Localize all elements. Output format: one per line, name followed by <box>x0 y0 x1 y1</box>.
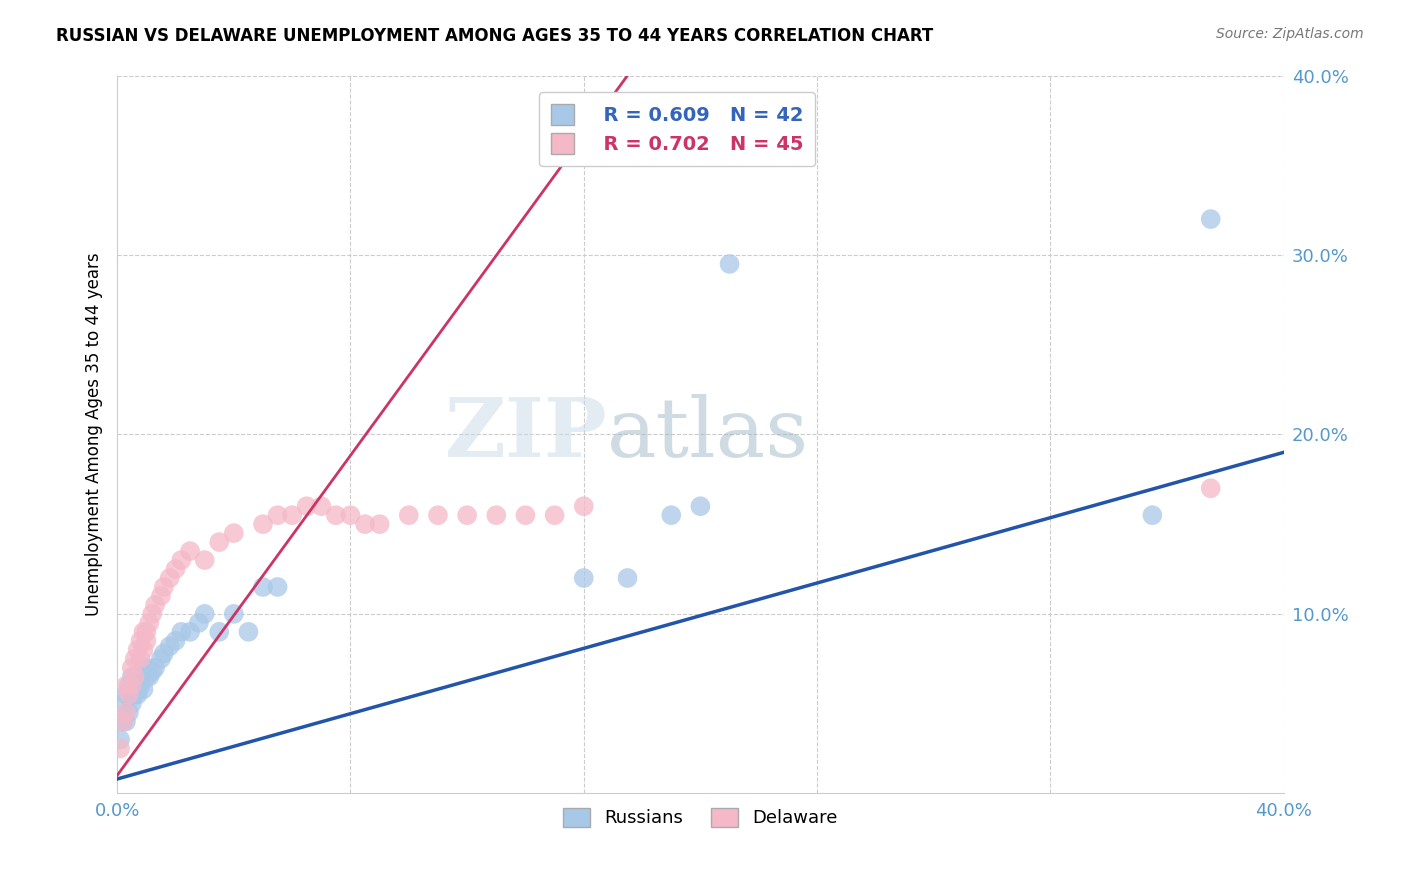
Point <box>159 571 181 585</box>
Point <box>138 615 160 630</box>
Point <box>252 517 274 532</box>
Point <box>194 607 217 621</box>
Point <box>222 526 245 541</box>
Point <box>179 624 201 639</box>
Point <box>135 633 157 648</box>
Point <box>354 517 377 532</box>
Point <box>616 571 638 585</box>
Point <box>115 714 138 729</box>
Point <box>143 598 166 612</box>
Point <box>129 679 152 693</box>
Point <box>132 642 155 657</box>
Point <box>311 500 333 514</box>
Point <box>252 580 274 594</box>
Point <box>124 670 146 684</box>
Point <box>121 697 143 711</box>
Point <box>398 508 420 523</box>
Point <box>194 553 217 567</box>
Point <box>170 624 193 639</box>
Point <box>111 714 134 729</box>
Point <box>129 670 152 684</box>
Text: ZIP: ZIP <box>444 394 607 475</box>
Point <box>111 697 134 711</box>
Point <box>187 615 209 630</box>
Point <box>141 607 163 621</box>
Point <box>325 508 347 523</box>
Point <box>149 652 172 666</box>
Point <box>170 553 193 567</box>
Point <box>108 732 131 747</box>
Point <box>515 508 537 523</box>
Point <box>456 508 478 523</box>
Point <box>295 500 318 514</box>
Point <box>368 517 391 532</box>
Point <box>1142 508 1164 523</box>
Point <box>718 257 741 271</box>
Point <box>135 661 157 675</box>
Point <box>118 688 141 702</box>
Text: RUSSIAN VS DELAWARE UNEMPLOYMENT AMONG AGES 35 TO 44 YEARS CORRELATION CHART: RUSSIAN VS DELAWARE UNEMPLOYMENT AMONG A… <box>56 27 934 45</box>
Text: atlas: atlas <box>607 394 810 475</box>
Point <box>659 508 682 523</box>
Point <box>121 661 143 675</box>
Point <box>118 706 141 720</box>
Legend: Russians, Delaware: Russians, Delaware <box>555 801 845 835</box>
Point <box>165 633 187 648</box>
Point <box>572 571 595 585</box>
Point <box>127 679 149 693</box>
Point <box>222 607 245 621</box>
Point <box>149 589 172 603</box>
Point <box>1199 481 1222 495</box>
Point <box>339 508 361 523</box>
Point <box>159 639 181 653</box>
Point <box>143 661 166 675</box>
Point <box>179 544 201 558</box>
Point <box>138 670 160 684</box>
Point <box>141 665 163 679</box>
Point <box>208 535 231 549</box>
Point <box>135 670 157 684</box>
Point <box>543 508 565 523</box>
Point <box>1199 212 1222 227</box>
Point <box>135 624 157 639</box>
Point <box>115 679 138 693</box>
Point <box>281 508 304 523</box>
Point <box>132 682 155 697</box>
Point <box>426 508 449 523</box>
Point <box>127 688 149 702</box>
Point <box>121 670 143 684</box>
Point <box>572 500 595 514</box>
Y-axis label: Unemployment Among Ages 35 to 44 years: Unemployment Among Ages 35 to 44 years <box>86 252 103 616</box>
Point <box>132 624 155 639</box>
Text: Source: ZipAtlas.com: Source: ZipAtlas.com <box>1216 27 1364 41</box>
Point <box>118 679 141 693</box>
Point <box>124 688 146 702</box>
Point <box>108 741 131 756</box>
Point <box>266 580 288 594</box>
Point <box>132 661 155 675</box>
Point <box>124 652 146 666</box>
Point <box>266 508 288 523</box>
Point <box>165 562 187 576</box>
Point <box>129 633 152 648</box>
Point <box>121 679 143 693</box>
Point <box>129 652 152 666</box>
Point <box>208 624 231 639</box>
Point <box>127 642 149 657</box>
Point <box>115 688 138 702</box>
Point <box>124 679 146 693</box>
Point <box>689 500 711 514</box>
Point <box>153 580 176 594</box>
Point <box>111 714 134 729</box>
Point <box>238 624 260 639</box>
Point <box>485 508 508 523</box>
Point <box>115 706 138 720</box>
Point <box>153 646 176 660</box>
